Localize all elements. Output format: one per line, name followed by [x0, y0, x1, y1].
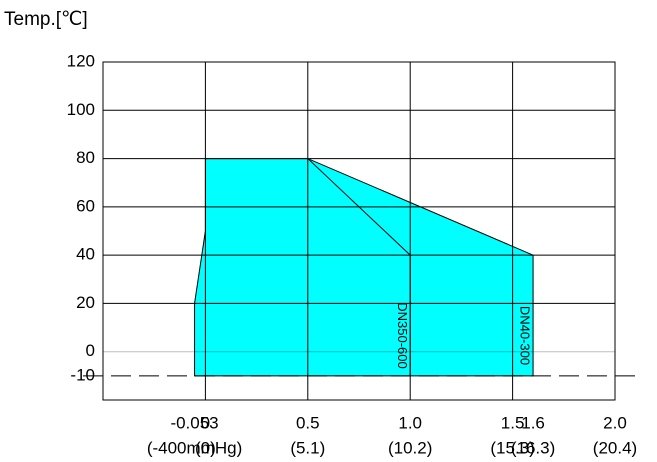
series-label: DN40-300: [518, 306, 533, 365]
x-tick-label: 1.6: [521, 413, 545, 432]
chart-title: Temp.[℃]: [4, 9, 88, 30]
y-tick-label: 0: [86, 341, 95, 360]
x-tick-label: -0.053: [170, 413, 218, 432]
y-tick-label: -10: [70, 365, 95, 384]
x-tick-label: 2.0: [603, 413, 627, 432]
plot-frame: [102, 61, 616, 401]
x-tick-sublabel: (0): [195, 438, 216, 457]
y-tick-label: 40: [76, 245, 95, 264]
x-tick-label: 1.5: [501, 413, 525, 432]
x-tick-sublabel: (16.3): [511, 438, 555, 457]
y-tick-label: 20: [76, 293, 95, 312]
x-tick-label: 0: [201, 413, 210, 432]
y-tick-label: 120: [67, 51, 95, 70]
series-label: DN350-600: [395, 302, 410, 369]
x-tick-sublabel: (10.2): [388, 438, 432, 457]
area: [194, 158, 534, 377]
x-tick-sublabel: (15.3): [490, 438, 534, 457]
x-tick-sublabel: (20.4): [593, 438, 637, 457]
x-tick-sublabel: (-400mmHg): [147, 438, 242, 457]
x-tick-label: 1.0: [398, 413, 422, 432]
y-tick-label: 100: [67, 100, 95, 119]
y-tick-label: 60: [76, 196, 95, 215]
x-tick-sublabel: (5.1): [290, 438, 325, 457]
x-tick-label: 0.5: [296, 413, 320, 432]
y-tick-label: 80: [76, 148, 95, 167]
